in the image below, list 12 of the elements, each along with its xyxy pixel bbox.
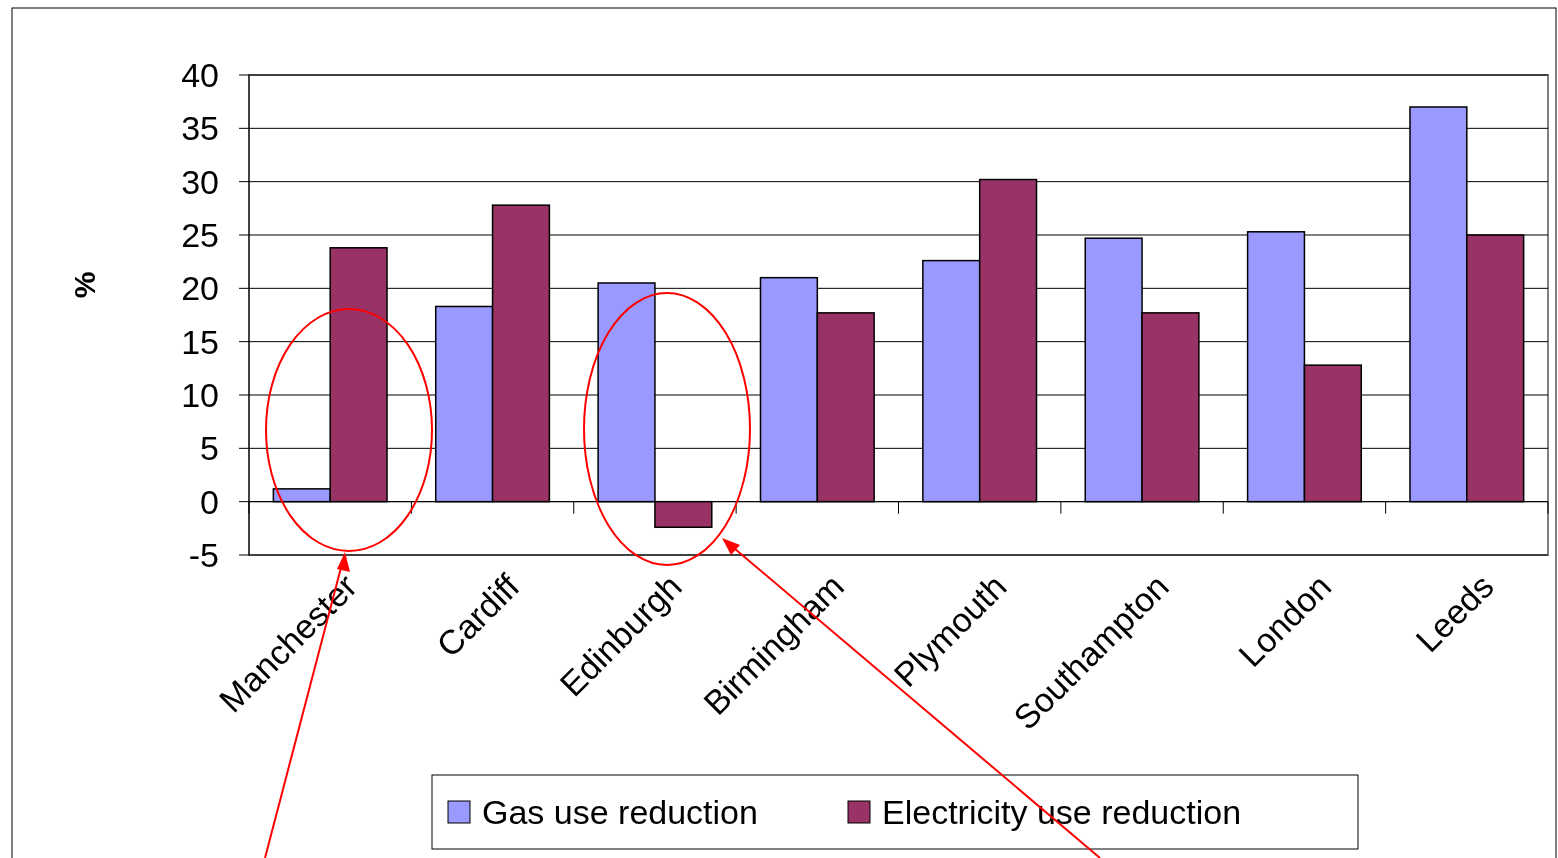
y-tick-label: 0 <box>200 482 219 521</box>
y-tick-label: 15 <box>181 322 219 361</box>
y-tick-label: 30 <box>181 162 219 201</box>
legend-label: Gas use reduction <box>482 792 758 831</box>
y-tick-label: 5 <box>200 429 219 468</box>
y-tick-label: 20 <box>181 269 219 308</box>
y-axis-title: % <box>68 271 101 299</box>
y-tick-label: 10 <box>181 375 219 414</box>
y-tick-label: 35 <box>181 109 219 148</box>
y-tick-label: 40 <box>181 55 219 94</box>
y-tick-label: 25 <box>181 215 219 254</box>
y-tick-label: -5 <box>188 535 219 574</box>
